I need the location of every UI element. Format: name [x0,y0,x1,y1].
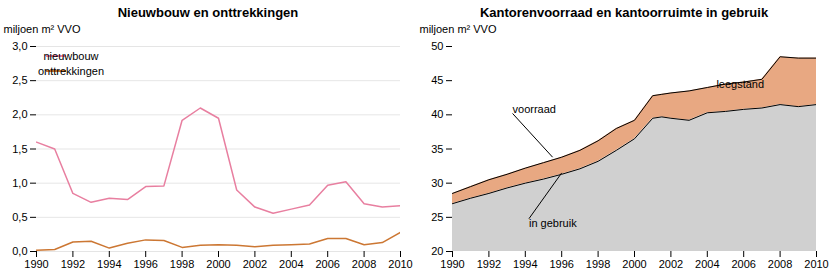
svg-text:1,5: 1,5 [12,143,27,155]
svg-text:40: 40 [431,108,443,120]
svg-text:1,0: 1,0 [12,177,27,189]
svg-text:2002: 2002 [659,258,683,270]
svg-text:2000: 2000 [206,258,230,270]
svg-text:1994: 1994 [513,258,537,270]
svg-text:2006: 2006 [731,258,755,270]
svg-text:0,5: 0,5 [12,211,27,223]
svg-text:1990: 1990 [24,258,48,270]
svg-text:2008: 2008 [352,258,376,270]
svg-text:1992: 1992 [477,258,501,270]
svg-text:50: 50 [431,40,443,52]
html-text:Nieuwbouw en onttrekkingen: Nieuwbouw en onttrekkingen [117,5,299,20]
svg-text:35: 35 [431,143,443,155]
svg-text:miljoen m² VVO: miljoen m² VVO [4,23,81,35]
svg-text:2010: 2010 [388,258,412,270]
svg-text:2004: 2004 [279,258,303,270]
svg-text:0,0: 0,0 [12,245,27,257]
svg-text:miljoen m² VVO: miljoen m² VVO [420,23,497,35]
svg-text:1996: 1996 [549,258,573,270]
svg-text:3,0: 3,0 [12,40,27,52]
svg-text:2,0: 2,0 [12,108,27,120]
svg-text:2000: 2000 [622,258,646,270]
svg-text:45: 45 [431,74,443,86]
svg-text:2006: 2006 [315,258,339,270]
svg-text:30: 30 [431,177,443,189]
svg-text:1992: 1992 [61,258,85,270]
svg-text:1990: 1990 [440,258,464,270]
svg-text:voorraad: voorraad [513,103,556,115]
svg-text:1998: 1998 [586,258,610,270]
svg-text:2008: 2008 [768,258,792,270]
svg-text:onttrekkingen: onttrekkingen [38,65,104,77]
svg-text:20: 20 [431,245,443,257]
svg-text:2,5: 2,5 [12,74,27,86]
svg-text:25: 25 [431,211,443,223]
svg-text:leegstand: leegstand [716,78,764,90]
svg-text:2010: 2010 [804,258,828,270]
svg-text:1996: 1996 [133,258,157,270]
svg-text:1998: 1998 [170,258,194,270]
svg-text:2004: 2004 [695,258,719,270]
svg-text:nieuwbouw: nieuwbouw [43,50,98,62]
svg-text:in gebruik: in gebruik [529,217,577,229]
svg-text:2002: 2002 [243,258,267,270]
svg-text:1994: 1994 [97,258,121,270]
html-text:Kantorenvoorraad en kantoorrui: Kantorenvoorraad en kantoorruimte in geb… [479,5,769,20]
